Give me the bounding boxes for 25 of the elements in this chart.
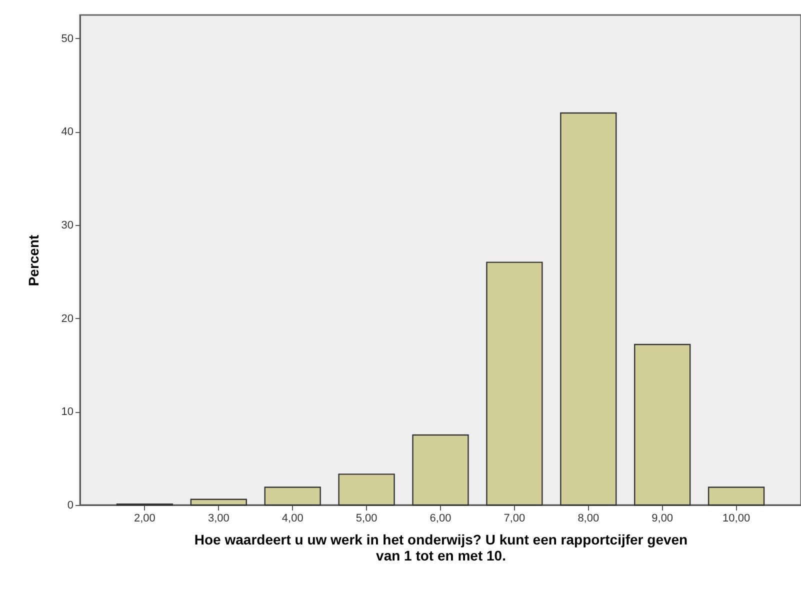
bar — [412, 434, 469, 506]
x-tick-label: 3,00 — [208, 512, 230, 524]
x-tick-label: 7,00 — [504, 512, 526, 524]
x-tick-label: 5,00 — [356, 512, 378, 524]
x-axis-title: Hoe waardeert u uw werk in het onderwijs? U kunt een rapportcijfer geven van 1 tot en met 10. — [194, 532, 688, 564]
y-tick-label: 20 — [61, 312, 74, 325]
x-tick-label: 2,00 — [134, 512, 156, 524]
y-tick-label: 0 — [67, 500, 74, 512]
x-tick-label: 10,00 — [722, 512, 750, 524]
y-tick-label: 10 — [61, 406, 74, 418]
bar — [338, 474, 395, 506]
bar — [708, 486, 765, 506]
x-tick-label: 8,00 — [578, 512, 600, 524]
bar — [560, 112, 617, 506]
x-tick-label: 4,00 — [282, 512, 304, 524]
y-tick-label: 30 — [61, 220, 74, 232]
y-axis-title: Percent — [25, 234, 42, 286]
bar — [264, 486, 321, 506]
x-tick-label: 9,00 — [652, 512, 674, 524]
x-tick-label: 6,00 — [430, 512, 452, 524]
y-tick-label: 40 — [61, 126, 74, 138]
y-tick-label: 50 — [61, 32, 74, 45]
bar — [634, 344, 691, 506]
bar — [486, 262, 543, 506]
bar — [190, 498, 247, 506]
